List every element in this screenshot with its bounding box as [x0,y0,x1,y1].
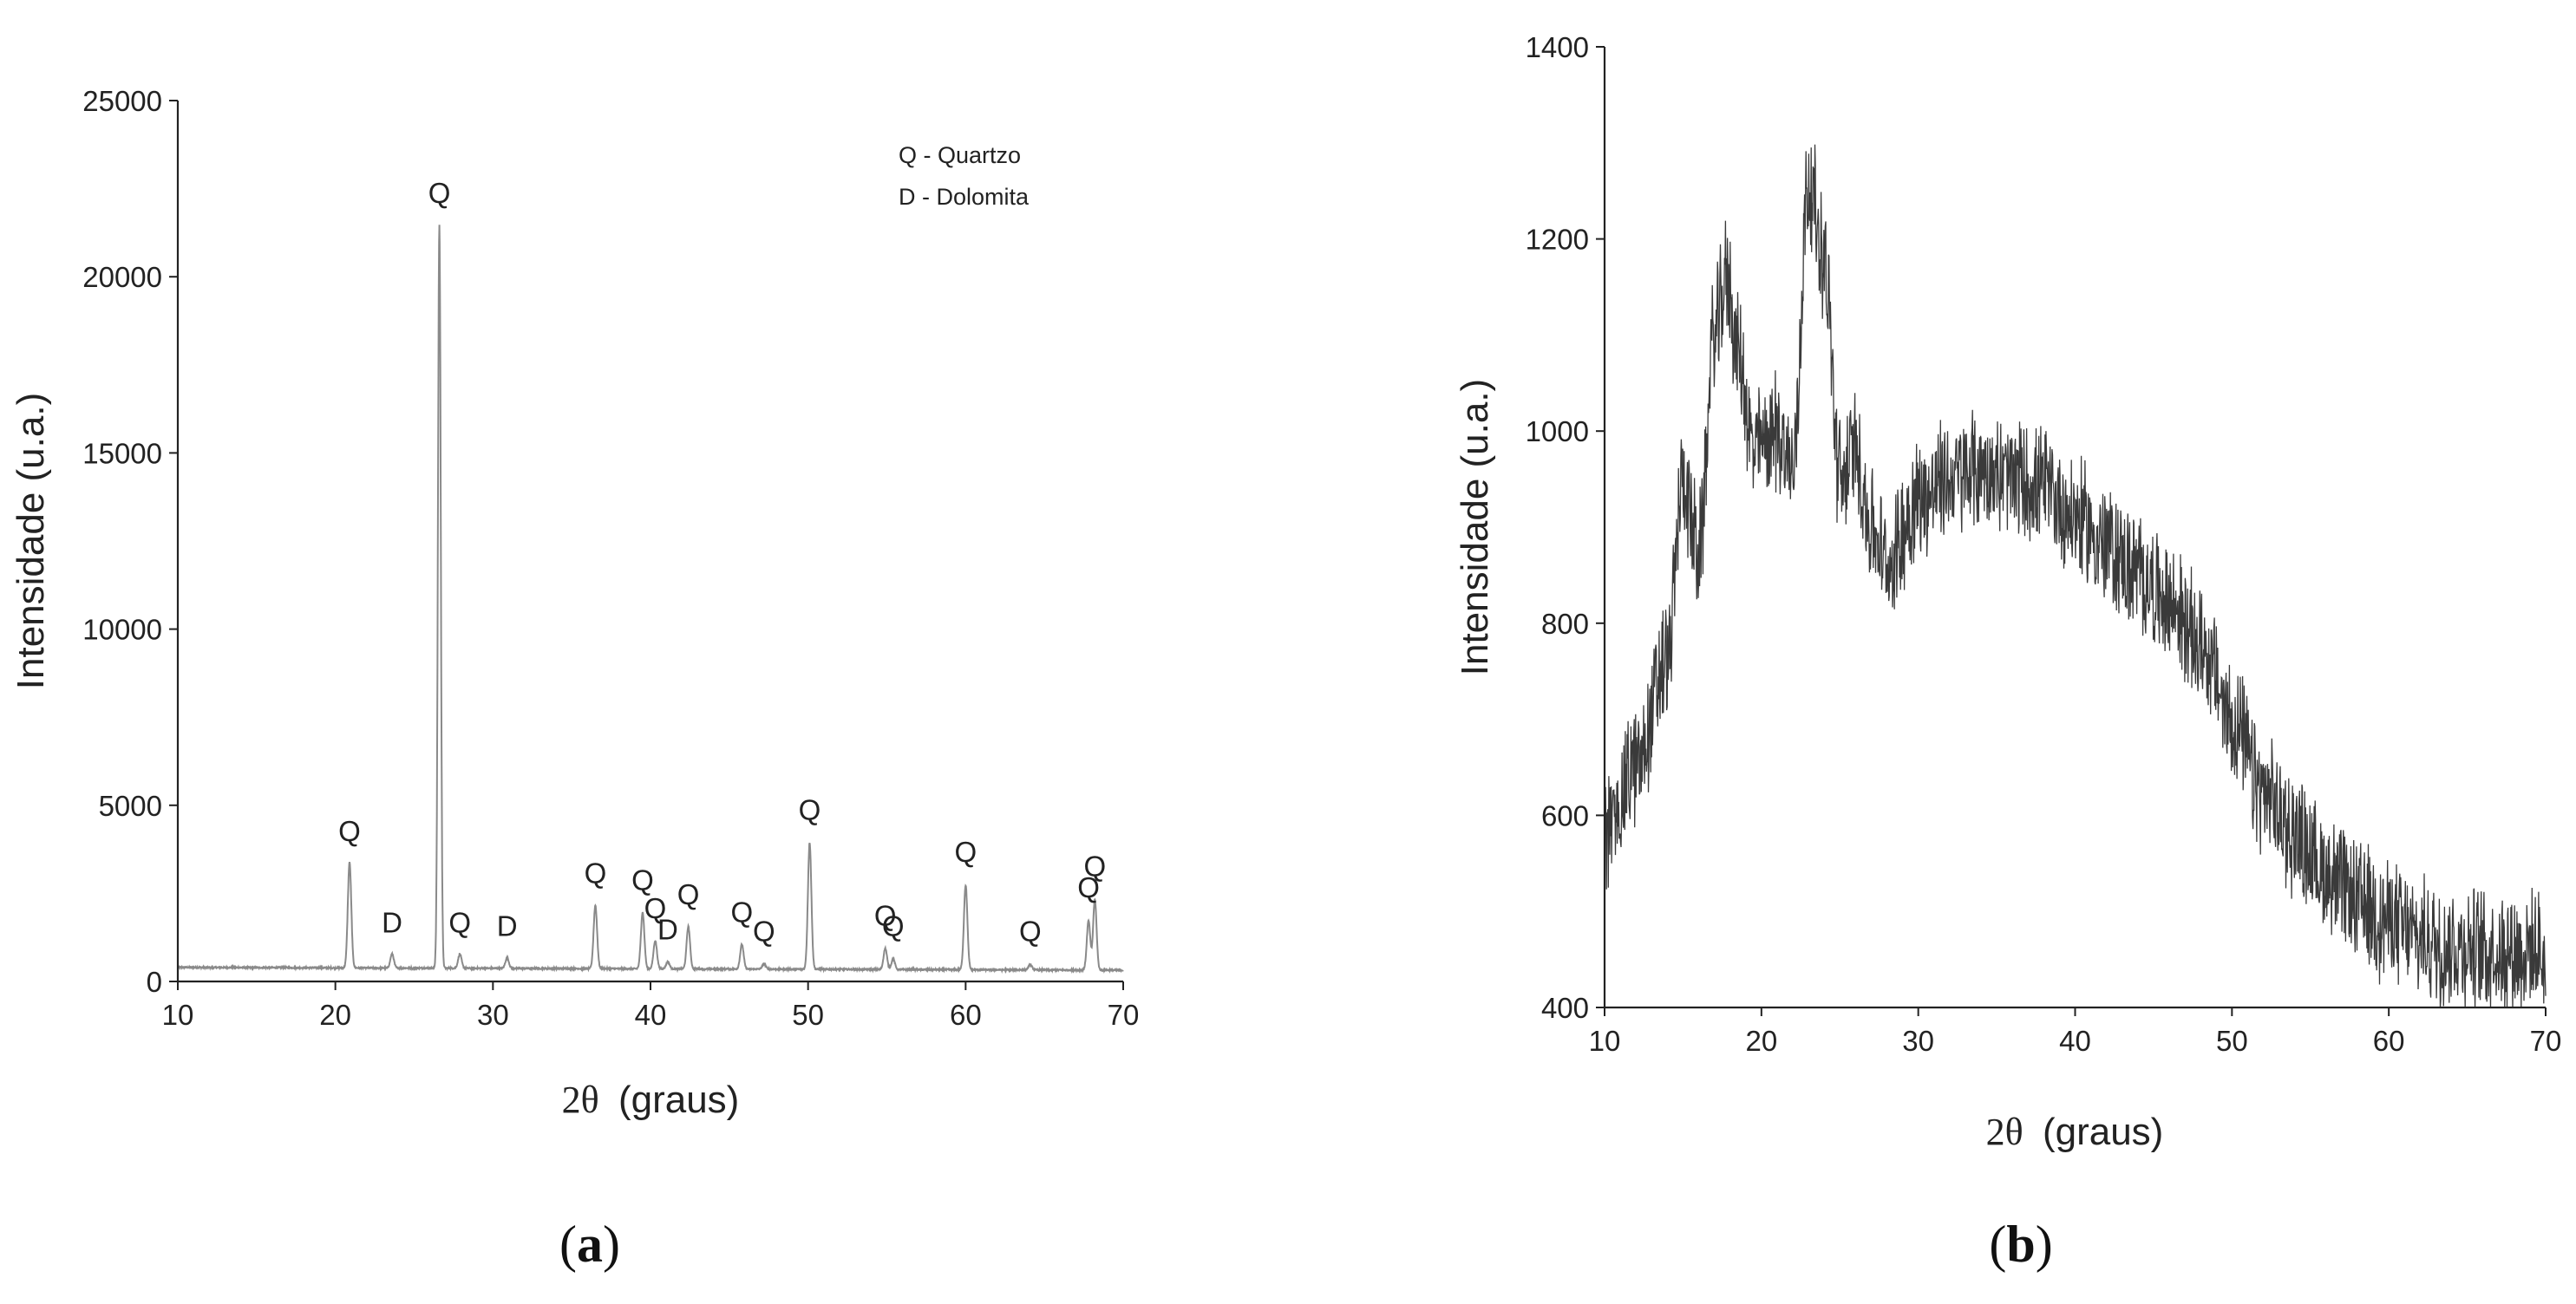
chart-b-y-axis-title: Intensidade (u.a.) [1454,379,1496,675]
chart-b-y-tick-label: 1200 [1526,224,1589,256]
chart-b-xrd-pattern: 10 20 30 40 50 60 70 400 600 800 1000 1200 1400 2θ … [1454,31,2561,1273]
chart-a-peak-label: Q [428,177,451,209]
chart-b-x-tick-label: 70 [2530,1025,2562,1057]
chart-a-peak-label: Q [954,836,977,868]
chart-a-peak-label: Q [799,793,821,825]
chart-a-peak-label: Q [882,910,905,942]
chart-a-peak-label: Q [1077,871,1100,903]
chart-a-peak-label: Q [1019,916,1042,948]
chart-a-peak-label: Q [338,815,361,847]
chart-b-y-tick-label: 1400 [1526,31,1589,63]
chart-a-peak-label: Q [731,896,754,928]
chart-b-y-ticks: 400 600 800 1000 1200 1400 [1526,31,1605,1024]
chart-b-x-axis-unit: (graus) [2043,1111,2163,1153]
chart-a-y-tick-label: 5000 [99,790,162,822]
chart-b-x-tick-label: 20 [1745,1025,1777,1057]
chart-b-panel-letter: b [2006,1216,2035,1273]
chart-a-x-tick-label: 30 [477,999,509,1031]
chart-b-y-tick-label: 1000 [1526,415,1589,447]
chart-a-peak-label: Q [644,892,667,924]
chart-a-x-ticks: 10 20 30 40 50 60 70 [162,981,1140,1031]
chart-b-series-line [1604,144,2547,1008]
chart-a-x-tick-label: 20 [319,999,351,1031]
chart-a-axes [176,101,1123,983]
chart-a-x-axis-symbol: 2θ [562,1079,599,1121]
chart-a-peak-label: D [497,910,518,942]
chart-a-panel-letter: a [577,1216,603,1273]
chart-b-y-tick-label: 600 [1541,799,1589,831]
chart-a-xrd-pattern: 10 20 30 40 50 60 70 0 5000 10000 15000 20000 25000… [10,85,1139,1273]
chart-b-x-axis-symbol: 2θ [1986,1111,2024,1153]
chart-a-peak-label: D [657,914,678,946]
chart-a-peak-label: Q [585,857,607,890]
chart-b-x-tick-label: 30 [1902,1025,1934,1057]
chart-a-y-tick-label: 20000 [82,261,162,293]
chart-b-panel-label: (b) [1989,1216,2052,1273]
chart-a-panel-label: (a) [559,1216,620,1273]
chart-a-peak-label: D [382,906,402,938]
chart-a-x-tick-label: 40 [635,999,667,1031]
chart-a-x-tick-label: 50 [792,999,824,1031]
chart-b-x-tick-label: 40 [2059,1025,2091,1057]
chart-a-data-layer [177,225,1124,975]
chart-a-x-tick-label: 60 [950,999,982,1031]
chart-b-data-layer [1604,144,2547,1008]
chart-b-x-tick-label: 10 [1589,1025,1621,1057]
chart-a-peak-label: Q [1083,850,1106,882]
chart-b-x-axis-title: 2θ (graus) [1986,1111,2164,1153]
chart-a-y-ticks: 0 5000 10000 15000 20000 25000 [82,85,178,998]
chart-a-y-tick-label: 15000 [82,437,162,469]
chart-a-x-axis-unit: (graus) [618,1079,739,1121]
chart-a-y-tick-label: 25000 [82,85,162,117]
chart-a-series-line [177,225,1124,975]
chart-a-peak-label: Q [448,906,471,938]
chart-b-x-tick-label: 60 [2373,1025,2405,1057]
chart-a-x-axis-title: 2θ (graus) [562,1079,740,1121]
chart-a-y-axis-title: Intensidade (u.a.) [10,393,52,689]
chart-a-x-tick-label: 70 [1108,999,1140,1031]
chart-b-x-ticks: 10 20 30 40 50 60 70 [1589,1007,2562,1057]
chart-a-peak-label: Q [874,899,897,931]
chart-a-legend-dolomita: D - Dolomita [899,184,1030,210]
chart-a-legend-quartzo: Q - Quartzo [899,142,1021,168]
chart-a-peak-label: Q [631,864,654,896]
chart-a-peak-label: Q [677,878,700,910]
chart-a-y-tick-label: 10000 [82,614,162,646]
chart-a-peak-label: Q [753,916,775,948]
chart-b-y-tick-label: 400 [1541,992,1589,1024]
chart-a-x-tick-label: 10 [162,999,194,1031]
chart-b-x-tick-label: 50 [2216,1025,2248,1057]
chart-a-y-tick-label: 0 [147,966,162,998]
chart-b-y-tick-label: 800 [1541,608,1589,640]
